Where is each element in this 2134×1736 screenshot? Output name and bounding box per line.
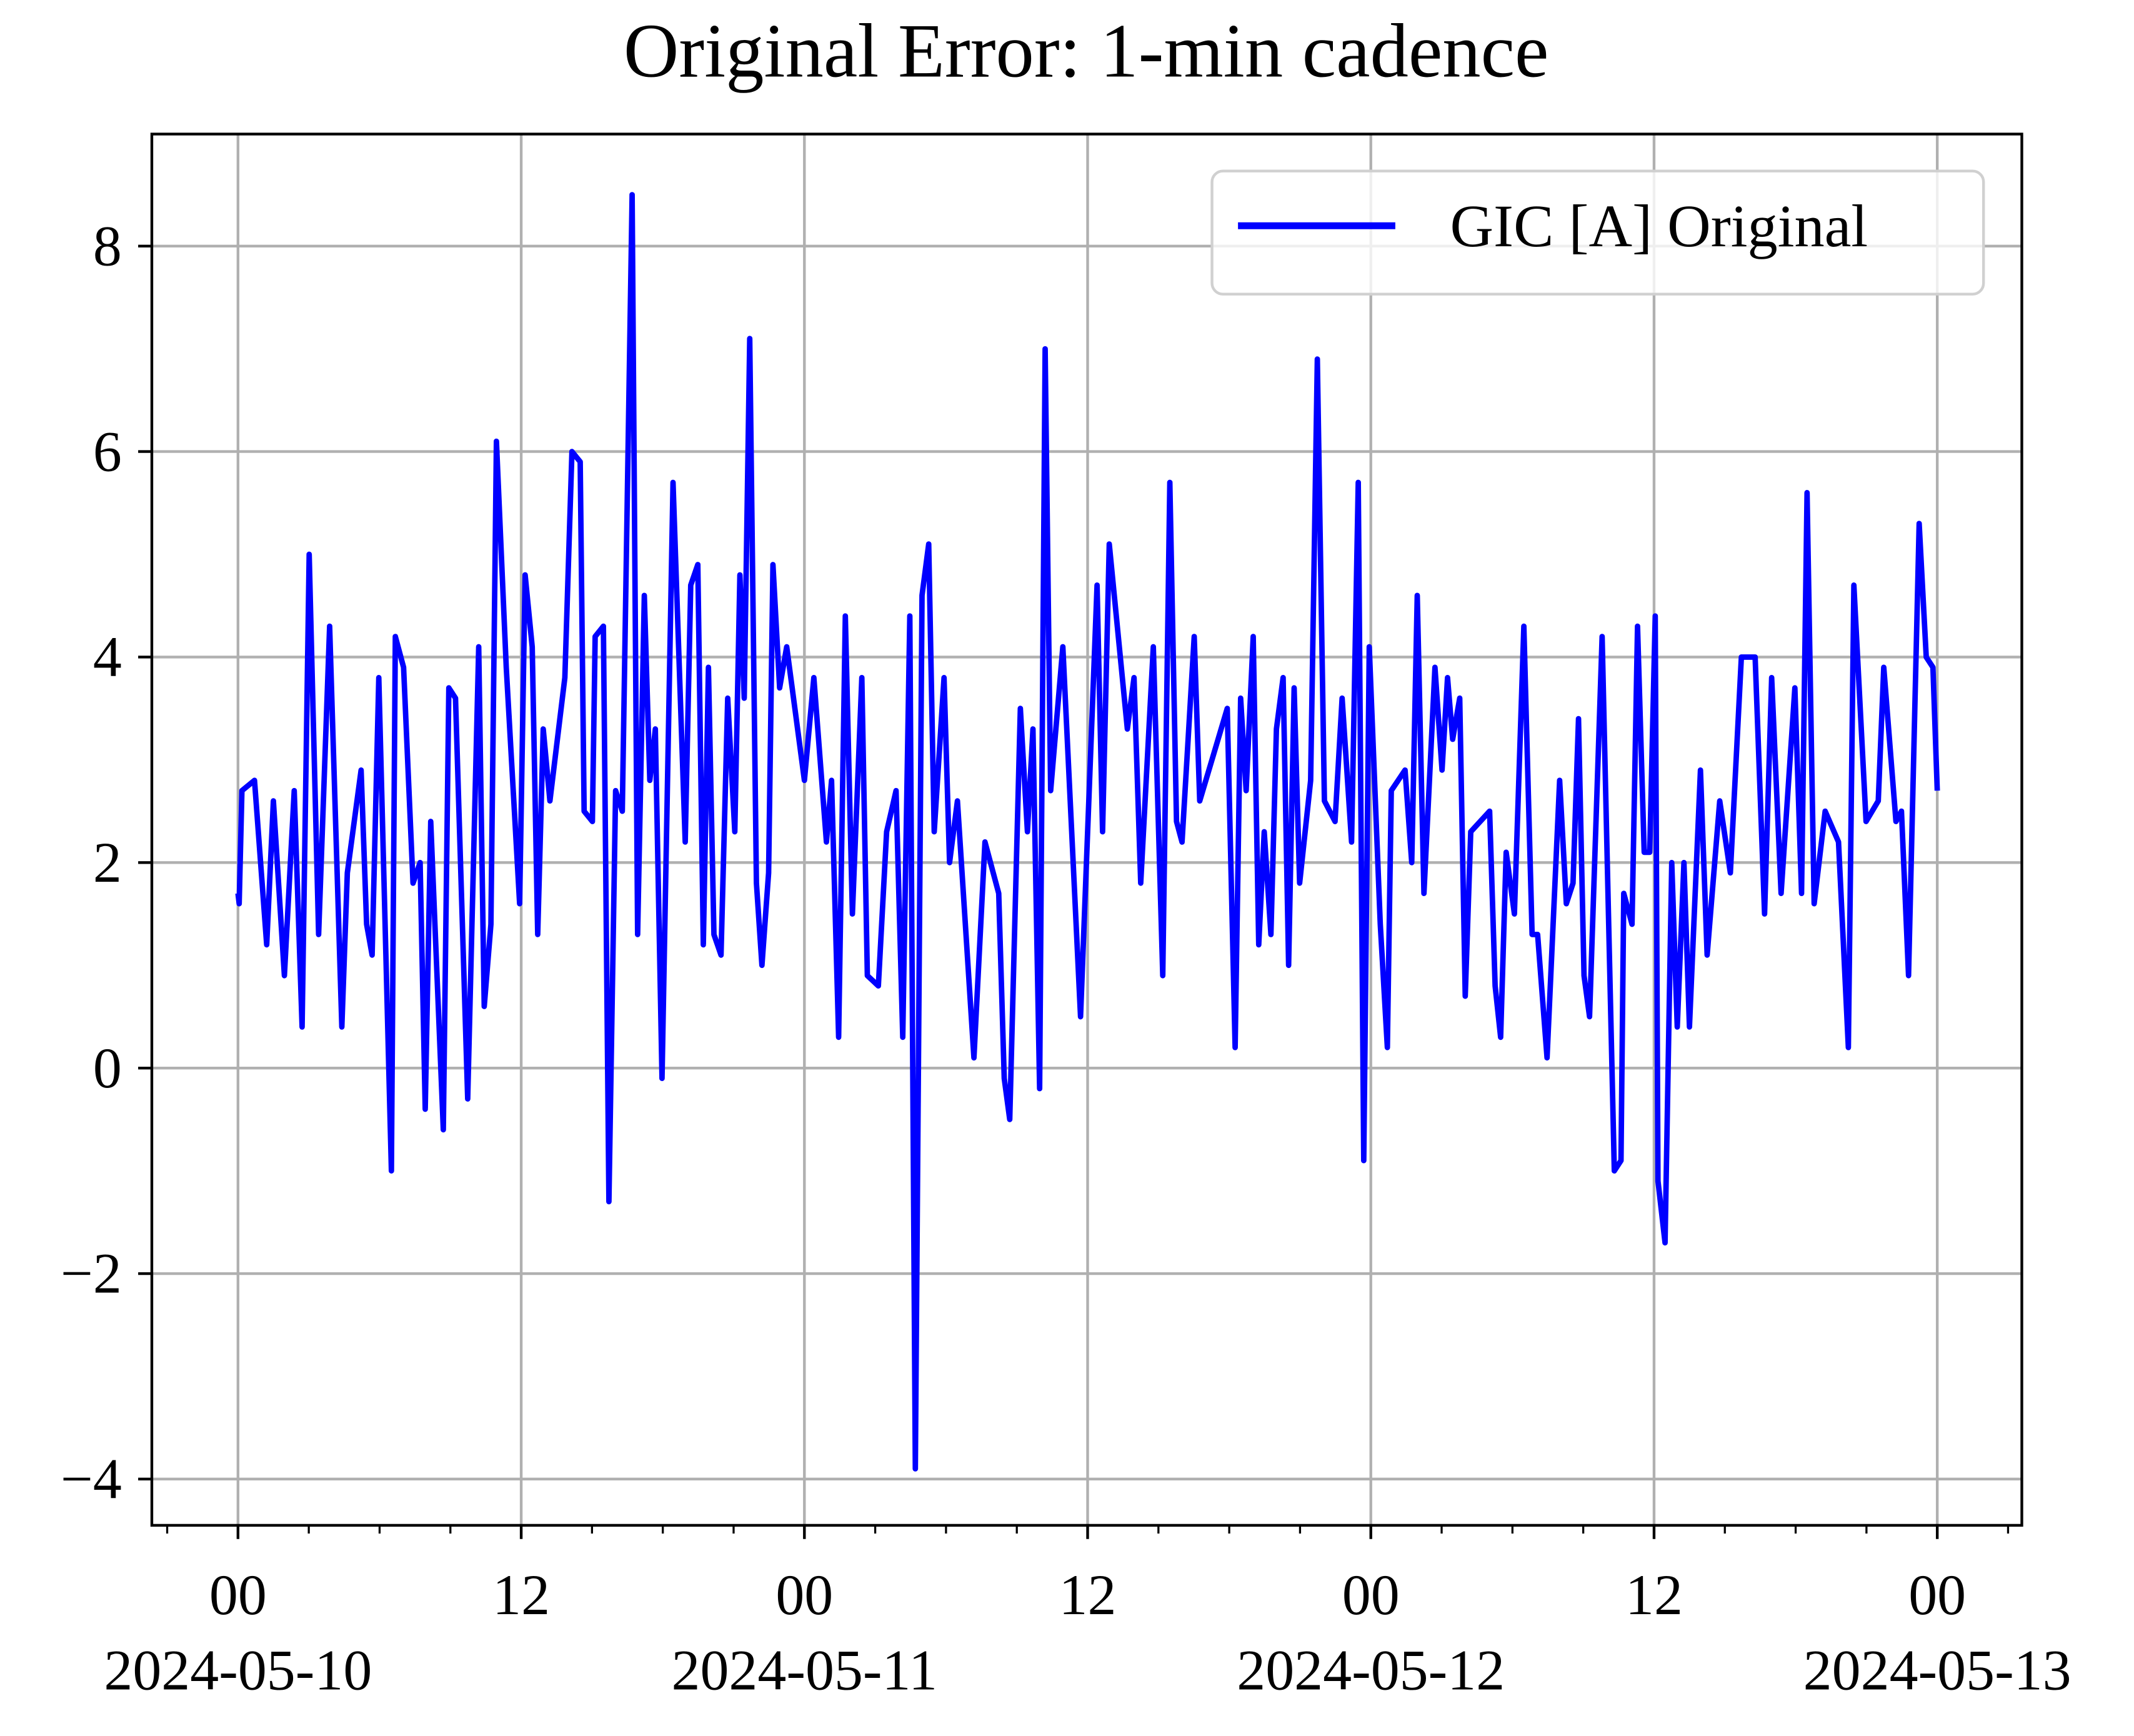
x-tick-label: 12 — [1059, 1563, 1117, 1627]
x-tick-date: 2024-05-11 — [671, 1639, 937, 1702]
x-tick-label: 12 — [1625, 1563, 1683, 1627]
legend-label: GIC [A] Original — [1450, 192, 1868, 259]
y-tick-label: 8 — [93, 214, 122, 277]
legend-box — [1210, 169, 1985, 296]
data-line — [235, 192, 1940, 1472]
x-tick-label: 00 — [1342, 1563, 1400, 1627]
y-tick-label: 0 — [93, 1036, 122, 1100]
y-tick-label: 4 — [93, 625, 122, 689]
y-tick-label: −4 — [61, 1447, 122, 1511]
x-tick-date: 2024-05-10 — [104, 1639, 372, 1702]
x-tick-date: 2024-05-13 — [1803, 1639, 2072, 1702]
y-tick-label: 6 — [93, 419, 122, 483]
x-tick-date: 2024-05-12 — [1237, 1639, 1505, 1702]
chart-title: Original Error: 1-min cadence — [624, 9, 1549, 94]
plot-frame — [150, 132, 2023, 1527]
y-tick-label: −2 — [61, 1242, 122, 1305]
x-tick-label: 00 — [775, 1563, 833, 1627]
x-tick-label: 12 — [492, 1563, 550, 1627]
legend: GIC [A] Original — [1210, 169, 1985, 296]
x-tick-label: 00 — [1908, 1563, 1966, 1627]
x-tick-label: 00 — [209, 1563, 267, 1627]
y-tick-label: 2 — [93, 831, 122, 894]
